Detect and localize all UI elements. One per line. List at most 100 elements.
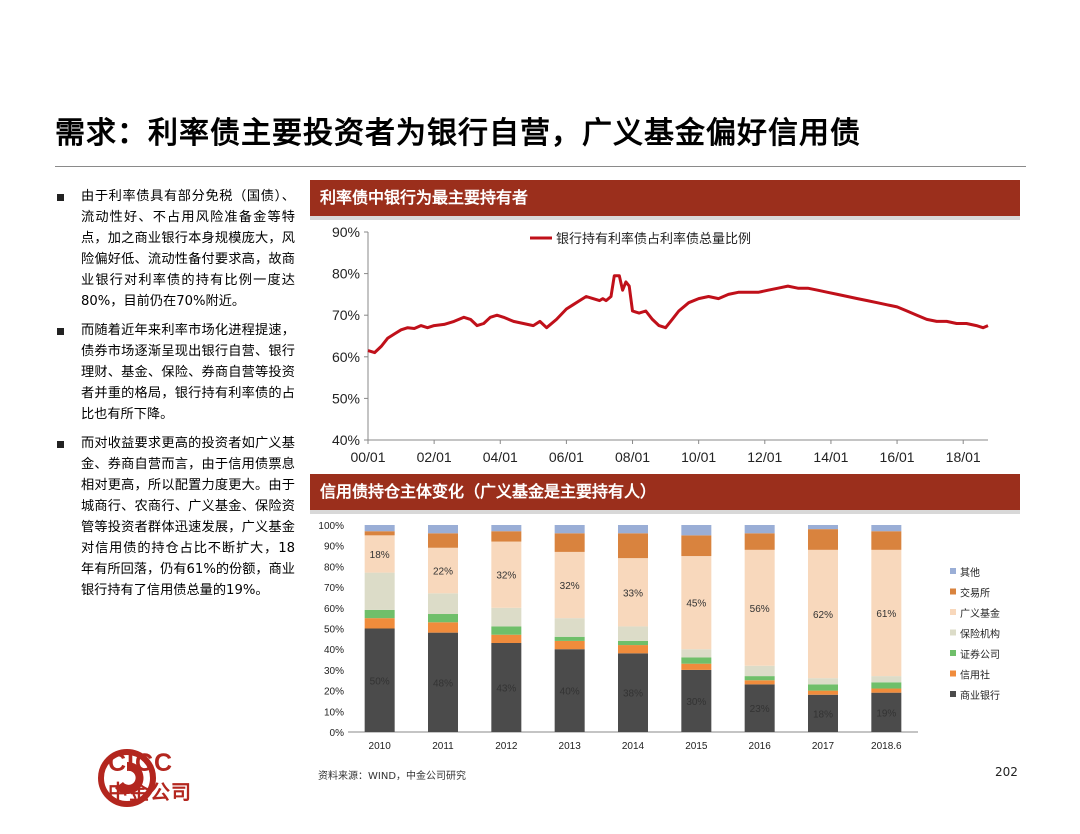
bar-segment [554, 649, 585, 732]
data-label: 40% [560, 687, 580, 698]
y-tick-label: 80% [332, 266, 360, 282]
bullet-item: 而随着近年来利率市场化进程提速，债券市场逐渐呈现出银行自营、银行理财、基金、保险… [55, 320, 295, 425]
data-label: 61% [876, 609, 896, 620]
bullet-square-icon [57, 194, 64, 201]
data-label: 18% [370, 550, 390, 561]
bar-segment [364, 628, 395, 732]
bar-segment [618, 640, 648, 646]
x-tick-label: 10/01 [681, 449, 716, 465]
legend-label: 信用社 [960, 669, 990, 682]
bar-segment [681, 556, 712, 650]
bar-segment [491, 634, 522, 643]
bar-segment [681, 649, 712, 658]
legend-swatch [950, 588, 956, 595]
data-label: 56% [750, 604, 770, 615]
bar-segment [744, 549, 775, 666]
bar-segment [428, 622, 458, 633]
bar-segment [554, 636, 585, 641]
legend-swatch [950, 650, 956, 656]
y-tick-label: 50% [332, 390, 360, 406]
logo-text-cn: 中金公司 [108, 780, 192, 804]
bar-segment [808, 684, 838, 691]
y-tick-label: 90% [332, 224, 360, 240]
page-number: 202 [995, 765, 1018, 779]
x-tick-label: 16/01 [880, 449, 915, 465]
bar-chart-header-title: 信用债持仓主体变化（广义基金是主要持有人） [320, 482, 657, 501]
data-label: 18% [813, 709, 833, 720]
data-label: 32% [496, 571, 516, 582]
x-tick-label: 2010 [369, 741, 392, 752]
legend-swatch [950, 691, 956, 697]
bar-segment [554, 551, 585, 619]
x-tick-label: 04/01 [483, 449, 518, 465]
bar-segment [681, 657, 712, 664]
y-tick-label: 60% [324, 604, 344, 615]
bullet-item: 而对收益要求更高的投资者如广义基金、券商自营而言，由于信用债票息相对更高，所以配… [55, 433, 295, 601]
title-divider [55, 166, 1026, 167]
y-tick-label: 70% [332, 307, 360, 323]
bar-segment [618, 645, 648, 654]
bullet-item: 由于利率债具有部分免税（国债）、流动性好、不占用风险准备金等特点，加之商业银行本… [55, 186, 295, 312]
bar-segment [744, 665, 775, 677]
bar-segment [871, 525, 902, 532]
y-tick-label: 10% [324, 707, 344, 718]
bar-segment [491, 607, 522, 627]
bar-segment [871, 688, 902, 693]
bar-segment [744, 533, 775, 550]
bar-segment [871, 531, 902, 550]
legend-label: 交易所 [960, 587, 990, 600]
x-tick-label: 2016 [749, 741, 772, 752]
bar-segment [364, 618, 395, 629]
series-line [367, 274, 989, 355]
y-tick-label: 30% [324, 666, 344, 677]
legend-label: 银行持有利率债占利率债总量比例 [556, 231, 751, 247]
bar-segment [744, 676, 775, 681]
bullet-text: 而对收益要求更高的投资者如广义基金、券商自营而言，由于信用债票息相对更高，所以配… [81, 436, 295, 598]
bullet-text: 而随着近年来利率市场化进程提速，债券市场逐渐呈现出银行自营、银行理财、基金、保险… [81, 323, 295, 422]
x-tick-label: 2011 [432, 741, 454, 752]
legend-label: 其他 [960, 566, 980, 579]
bar-segment [554, 533, 585, 552]
slide-title: 需求：利率债主要投资者为银行自营，广义基金偏好信用债 [55, 116, 861, 151]
bar-segment [428, 525, 458, 534]
legend-swatch [950, 670, 956, 677]
bar-segment [554, 525, 585, 534]
y-tick-label: 50% [324, 625, 344, 636]
x-tick-label: 18/01 [946, 449, 981, 465]
y-tick-label: 60% [332, 349, 360, 365]
data-label: 38% [623, 689, 643, 700]
y-tick-label: 80% [324, 562, 344, 573]
bullet-square-icon [57, 328, 64, 335]
data-label: 48% [433, 678, 453, 689]
header-shadow [310, 510, 1020, 514]
y-tick-label: 40% [332, 432, 360, 448]
x-tick-label: 2014 [622, 741, 645, 752]
bar-segment [618, 533, 648, 559]
bar-segment [618, 626, 648, 641]
bar-segment [871, 676, 902, 683]
bar-segment [871, 682, 902, 689]
bar-segment [428, 547, 458, 594]
bar-segment [491, 531, 522, 542]
bar-segment [554, 640, 585, 650]
bar-segment [491, 541, 522, 608]
bar-segment [744, 684, 775, 732]
bar-segment [618, 653, 648, 732]
x-tick-label: 2018.6 [871, 741, 902, 752]
legend-label: 证券公司 [960, 648, 1000, 661]
data-label: 43% [496, 683, 516, 694]
bar-segment [364, 572, 395, 610]
bar-segment [491, 525, 522, 532]
y-tick-label: 70% [324, 583, 344, 594]
x-tick-label: 2017 [812, 741, 835, 752]
data-label: 45% [686, 599, 706, 610]
bullet-list: 由于利率债具有部分免税（国债）、流动性好、不占用风险准备金等特点，加之商业银行本… [55, 186, 295, 609]
header-shadow [310, 216, 1020, 220]
data-label: 50% [370, 676, 390, 687]
x-tick-label: 2015 [685, 741, 708, 752]
data-label: 62% [813, 610, 833, 621]
bar-chart-header: 信用债持仓主体变化（广义基金是主要持有人） [310, 474, 1020, 514]
logo-text-en: CICC [108, 749, 174, 777]
y-tick-label: 100% [318, 521, 344, 532]
bar-segment [681, 525, 712, 536]
